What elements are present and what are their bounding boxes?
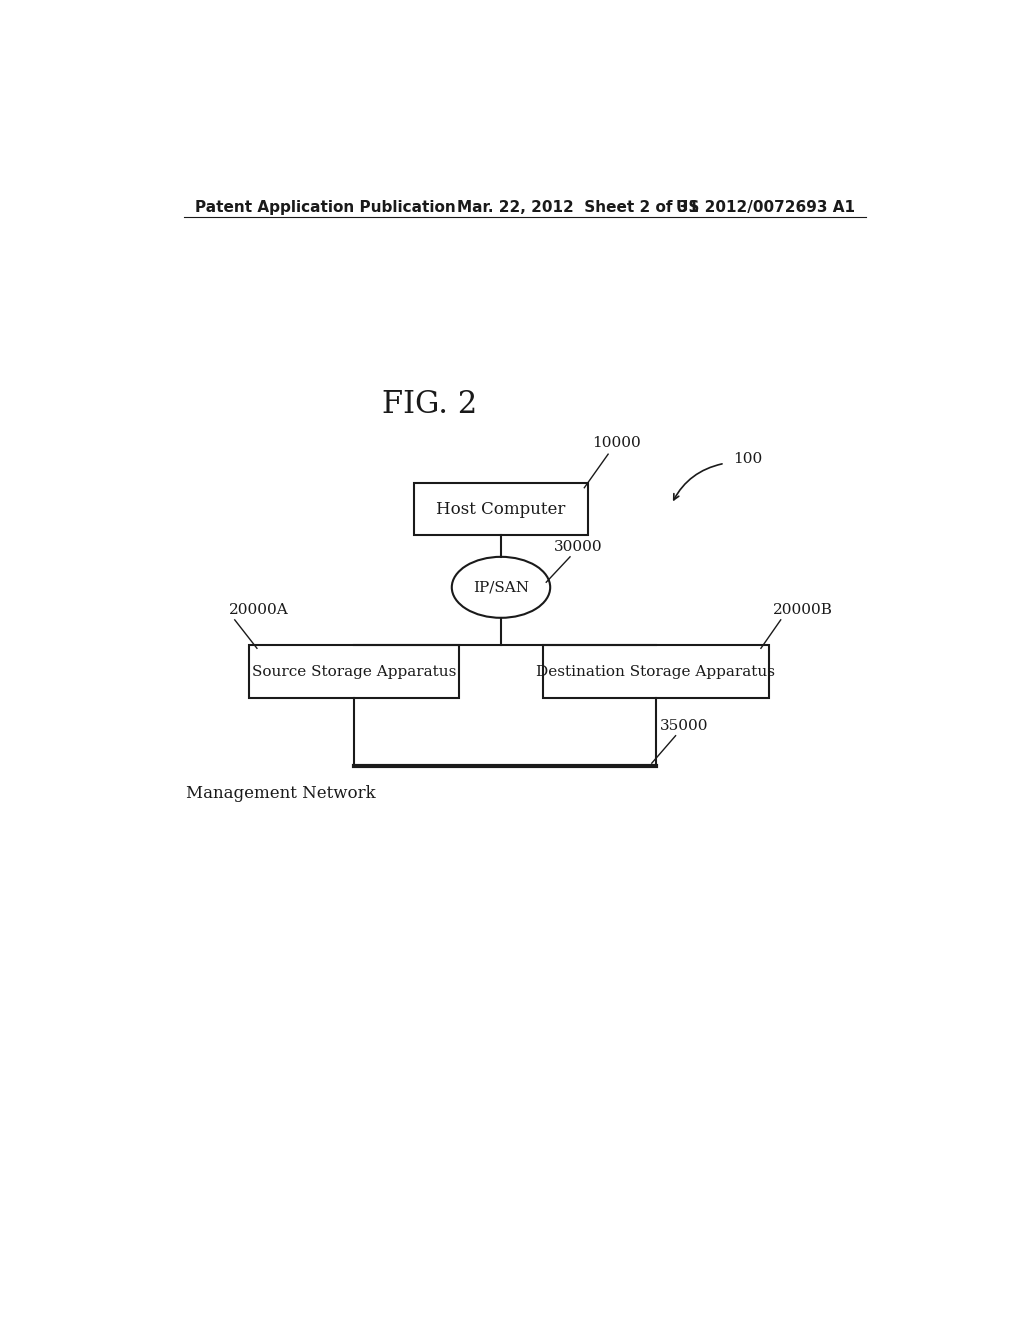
Text: FIG. 2: FIG. 2 [382,389,477,420]
Bar [543,645,769,698]
Bar [414,483,588,536]
Text: 20000B: 20000B [773,603,833,616]
Text: 35000: 35000 [659,718,709,733]
Bar [249,645,460,698]
Text: US 2012/0072693 A1: US 2012/0072693 A1 [676,199,855,215]
Text: Destination Storage Apparatus: Destination Storage Apparatus [537,665,775,678]
Text: IP/SAN: IP/SAN [473,581,529,594]
Text: Patent Application Publication: Patent Application Publication [196,199,457,215]
Text: 10000: 10000 [592,436,641,450]
Text: Mar. 22, 2012  Sheet 2 of 31: Mar. 22, 2012 Sheet 2 of 31 [458,199,699,215]
Text: Host Computer: Host Computer [436,500,565,517]
Ellipse shape [452,557,550,618]
Text: Management Network: Management Network [185,784,375,801]
Text: 30000: 30000 [554,540,603,554]
Text: 20000A: 20000A [229,603,289,616]
Text: Source Storage Apparatus: Source Storage Apparatus [252,665,457,678]
Text: 100: 100 [733,453,762,466]
